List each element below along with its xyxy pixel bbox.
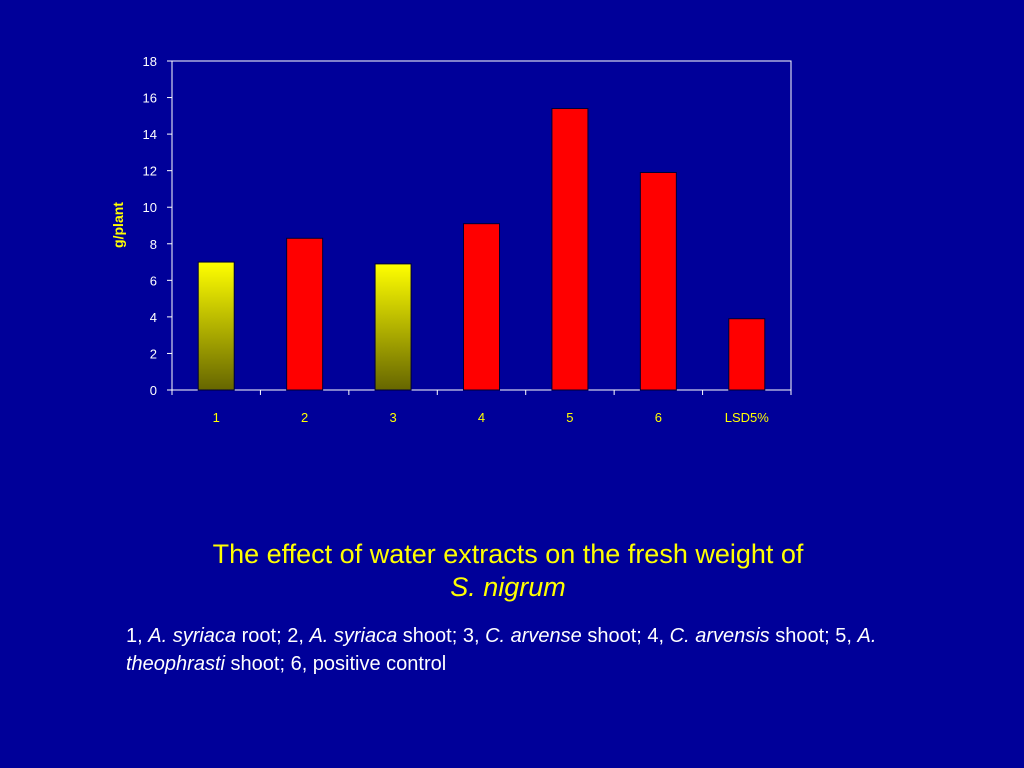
legend-species: A. syriaca — [309, 625, 398, 647]
legend-text: root; 2, — [236, 625, 310, 647]
y-tick-label: 8 — [150, 237, 157, 252]
y-tick-label: 2 — [150, 346, 157, 361]
x-category-label: 5 — [566, 410, 573, 425]
bar-2 — [286, 237, 324, 391]
bar-3 — [374, 263, 412, 391]
treatment-legend: 1, A. syriaca root; 2, A. syriaca shoot;… — [126, 622, 886, 678]
x-category-label: LSD5% — [725, 410, 770, 425]
legend-species: A. syriaca — [148, 625, 237, 647]
bar-1 — [197, 261, 235, 391]
y-tick-label: 12 — [143, 164, 157, 179]
bar-lsd5 — [728, 318, 766, 391]
bar-4 — [463, 223, 500, 391]
y-tick-label: 4 — [150, 310, 157, 325]
x-category-label: 1 — [213, 410, 220, 425]
y-tick-label: 10 — [143, 200, 157, 215]
x-category-label: 2 — [301, 410, 308, 425]
legend-text: shoot; 6, positive control — [224, 653, 447, 675]
y-tick-label: 16 — [143, 91, 157, 106]
legend-species: A. theophrasti — [126, 625, 877, 675]
y-tick-label: 6 — [150, 273, 157, 288]
y-tick-label: 14 — [143, 127, 157, 142]
chart-caption: The effect of water extracts on the fres… — [120, 538, 896, 604]
y-tick-label: 18 — [143, 54, 157, 69]
y-axis-title: g/plant — [110, 202, 126, 248]
legend-text: 1, — [126, 625, 149, 647]
legend-text: shoot; 5, — [769, 625, 858, 647]
legend-text: shoot; 3, — [397, 625, 486, 647]
legend-text: shoot; 4, — [581, 625, 670, 647]
y-tick-label: 0 — [150, 383, 157, 398]
bar-6 — [639, 171, 677, 391]
x-category-label: 6 — [655, 410, 662, 425]
caption-species: S. nigrum — [450, 572, 566, 602]
legend-species: C. arvensis — [669, 625, 770, 647]
x-category-label: 4 — [478, 410, 485, 425]
legend-species: C. arvense — [485, 625, 582, 647]
bar-5 — [551, 108, 589, 391]
x-category-label: 3 — [389, 410, 396, 425]
caption-title: The effect of water extracts on the fres… — [212, 539, 804, 569]
